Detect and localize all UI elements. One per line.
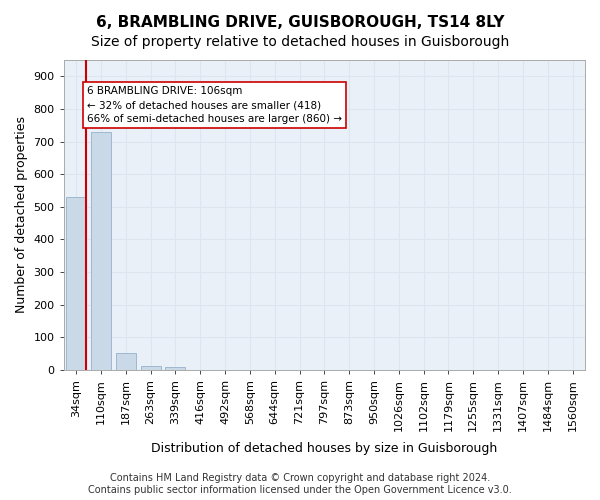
Bar xyxy=(116,354,136,370)
Text: Contains HM Land Registry data © Crown copyright and database right 2024.
Contai: Contains HM Land Registry data © Crown c… xyxy=(88,474,512,495)
Bar xyxy=(91,132,111,370)
Text: Size of property relative to detached houses in Guisborough: Size of property relative to detached ho… xyxy=(91,35,509,49)
Bar xyxy=(66,197,86,370)
Bar xyxy=(166,367,185,370)
Bar xyxy=(140,366,161,370)
X-axis label: Distribution of detached houses by size in Guisborough: Distribution of detached houses by size … xyxy=(151,442,497,455)
Y-axis label: Number of detached properties: Number of detached properties xyxy=(15,116,28,314)
Text: 6 BRAMBLING DRIVE: 106sqm
← 32% of detached houses are smaller (418)
66% of semi: 6 BRAMBLING DRIVE: 106sqm ← 32% of detac… xyxy=(87,86,342,124)
Text: 6, BRAMBLING DRIVE, GUISBOROUGH, TS14 8LY: 6, BRAMBLING DRIVE, GUISBOROUGH, TS14 8L… xyxy=(96,15,504,30)
